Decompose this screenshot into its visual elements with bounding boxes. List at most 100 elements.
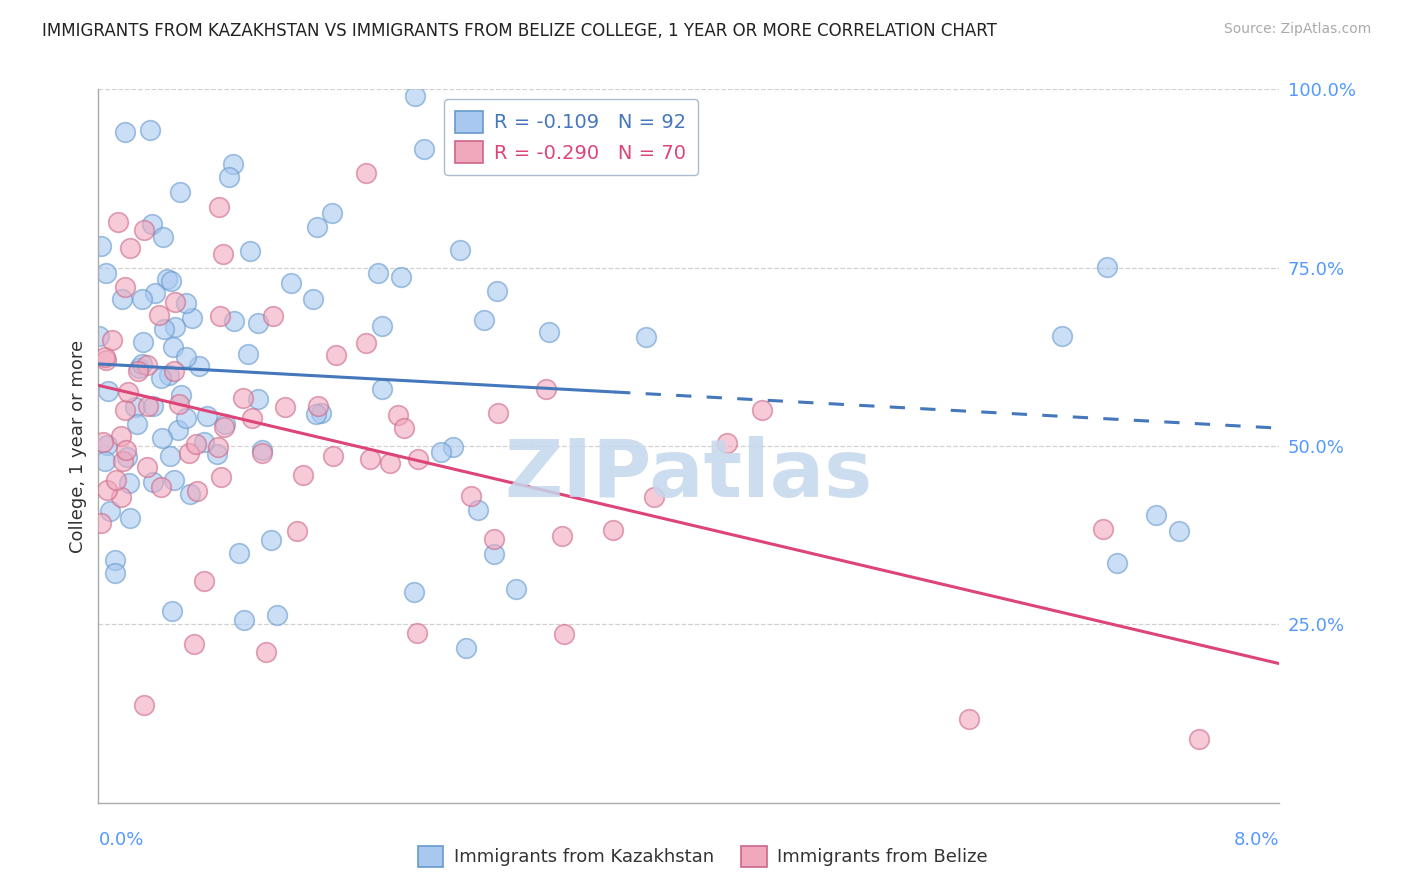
Point <box>325 348 347 362</box>
Text: ZIPatlas: ZIPatlas <box>505 435 873 514</box>
Point <box>124 400 146 414</box>
Point <box>120 241 142 255</box>
Point <box>91 434 114 449</box>
Point <box>184 437 207 451</box>
Point <box>486 284 509 298</box>
Point <box>169 186 191 200</box>
Point <box>141 217 163 231</box>
Point <box>179 487 201 501</box>
Text: IMMIGRANTS FROM KAZAKHSTAN VS IMMIGRANTS FROM BELIZE COLLEGE, 1 YEAR OR MORE COR: IMMIGRANTS FROM KAZAKHSTAN VS IMMIGRANTS… <box>42 22 997 40</box>
Point <box>142 399 165 413</box>
Point <box>107 215 129 229</box>
Point <box>96 437 118 451</box>
Point <box>136 399 159 413</box>
Point <box>186 484 208 499</box>
Point <box>212 420 235 434</box>
Point <box>222 157 245 171</box>
Point <box>305 220 328 235</box>
Point <box>132 334 155 349</box>
Point <box>254 644 277 658</box>
Point <box>305 407 328 421</box>
Point <box>134 698 156 713</box>
Point <box>114 403 136 417</box>
Point <box>643 490 665 504</box>
Point <box>538 325 561 339</box>
Point <box>406 451 429 466</box>
Point <box>209 470 232 484</box>
Text: 0.0%: 0.0% <box>98 831 143 849</box>
Point <box>486 406 509 420</box>
Point <box>118 475 141 490</box>
Point <box>354 335 377 350</box>
Point <box>183 637 205 651</box>
Point <box>193 434 215 449</box>
Point <box>307 399 329 413</box>
Point <box>87 328 110 343</box>
Point <box>93 350 115 364</box>
Point <box>159 449 181 463</box>
Y-axis label: College, 1 year or more: College, 1 year or more <box>69 340 87 552</box>
Point <box>233 613 256 627</box>
Point <box>214 417 236 431</box>
Point <box>285 524 308 538</box>
Point <box>150 370 173 384</box>
Point <box>1097 260 1119 274</box>
Point <box>239 244 262 258</box>
Point <box>117 384 139 399</box>
Point <box>482 533 505 547</box>
Point <box>222 313 245 327</box>
Point <box>174 295 197 310</box>
Point <box>389 270 412 285</box>
Point <box>247 392 270 406</box>
Point <box>96 483 118 498</box>
Point <box>114 280 136 294</box>
Point <box>179 446 201 460</box>
Point <box>187 359 209 374</box>
Point <box>149 480 172 494</box>
Point <box>162 364 184 378</box>
Point <box>536 382 558 396</box>
Legend: Immigrants from Kazakhstan, Immigrants from Belize: Immigrants from Kazakhstan, Immigrants f… <box>411 838 995 874</box>
Point <box>159 368 181 383</box>
Point <box>142 475 165 489</box>
Point <box>430 445 453 459</box>
Point <box>155 272 177 286</box>
Point <box>128 360 150 375</box>
Point <box>751 402 773 417</box>
Point <box>208 309 231 323</box>
Point <box>309 406 332 420</box>
Point <box>139 122 162 136</box>
Point <box>165 320 187 334</box>
Point <box>322 449 344 463</box>
Point <box>247 316 270 330</box>
Point <box>280 277 302 291</box>
Point <box>291 467 314 482</box>
Point <box>131 292 153 306</box>
Point <box>957 712 980 726</box>
Point <box>406 625 429 640</box>
Point <box>150 431 173 445</box>
Point <box>240 411 263 425</box>
Point <box>181 311 204 326</box>
Point <box>135 460 157 475</box>
Point <box>104 553 127 567</box>
Point <box>207 447 229 461</box>
Point <box>266 607 288 622</box>
Point <box>232 391 254 405</box>
Point <box>454 641 477 656</box>
Point <box>174 350 197 364</box>
Point <box>207 440 229 454</box>
Point <box>367 266 389 280</box>
Point <box>97 384 120 398</box>
Point <box>392 421 415 435</box>
Point <box>125 417 148 431</box>
Point <box>404 89 426 103</box>
Point <box>647 135 669 149</box>
Point <box>1092 522 1115 536</box>
Point <box>484 547 506 561</box>
Point <box>208 200 231 214</box>
Point <box>460 489 482 503</box>
Point <box>387 408 409 422</box>
Point <box>160 604 183 618</box>
Point <box>1167 524 1189 539</box>
